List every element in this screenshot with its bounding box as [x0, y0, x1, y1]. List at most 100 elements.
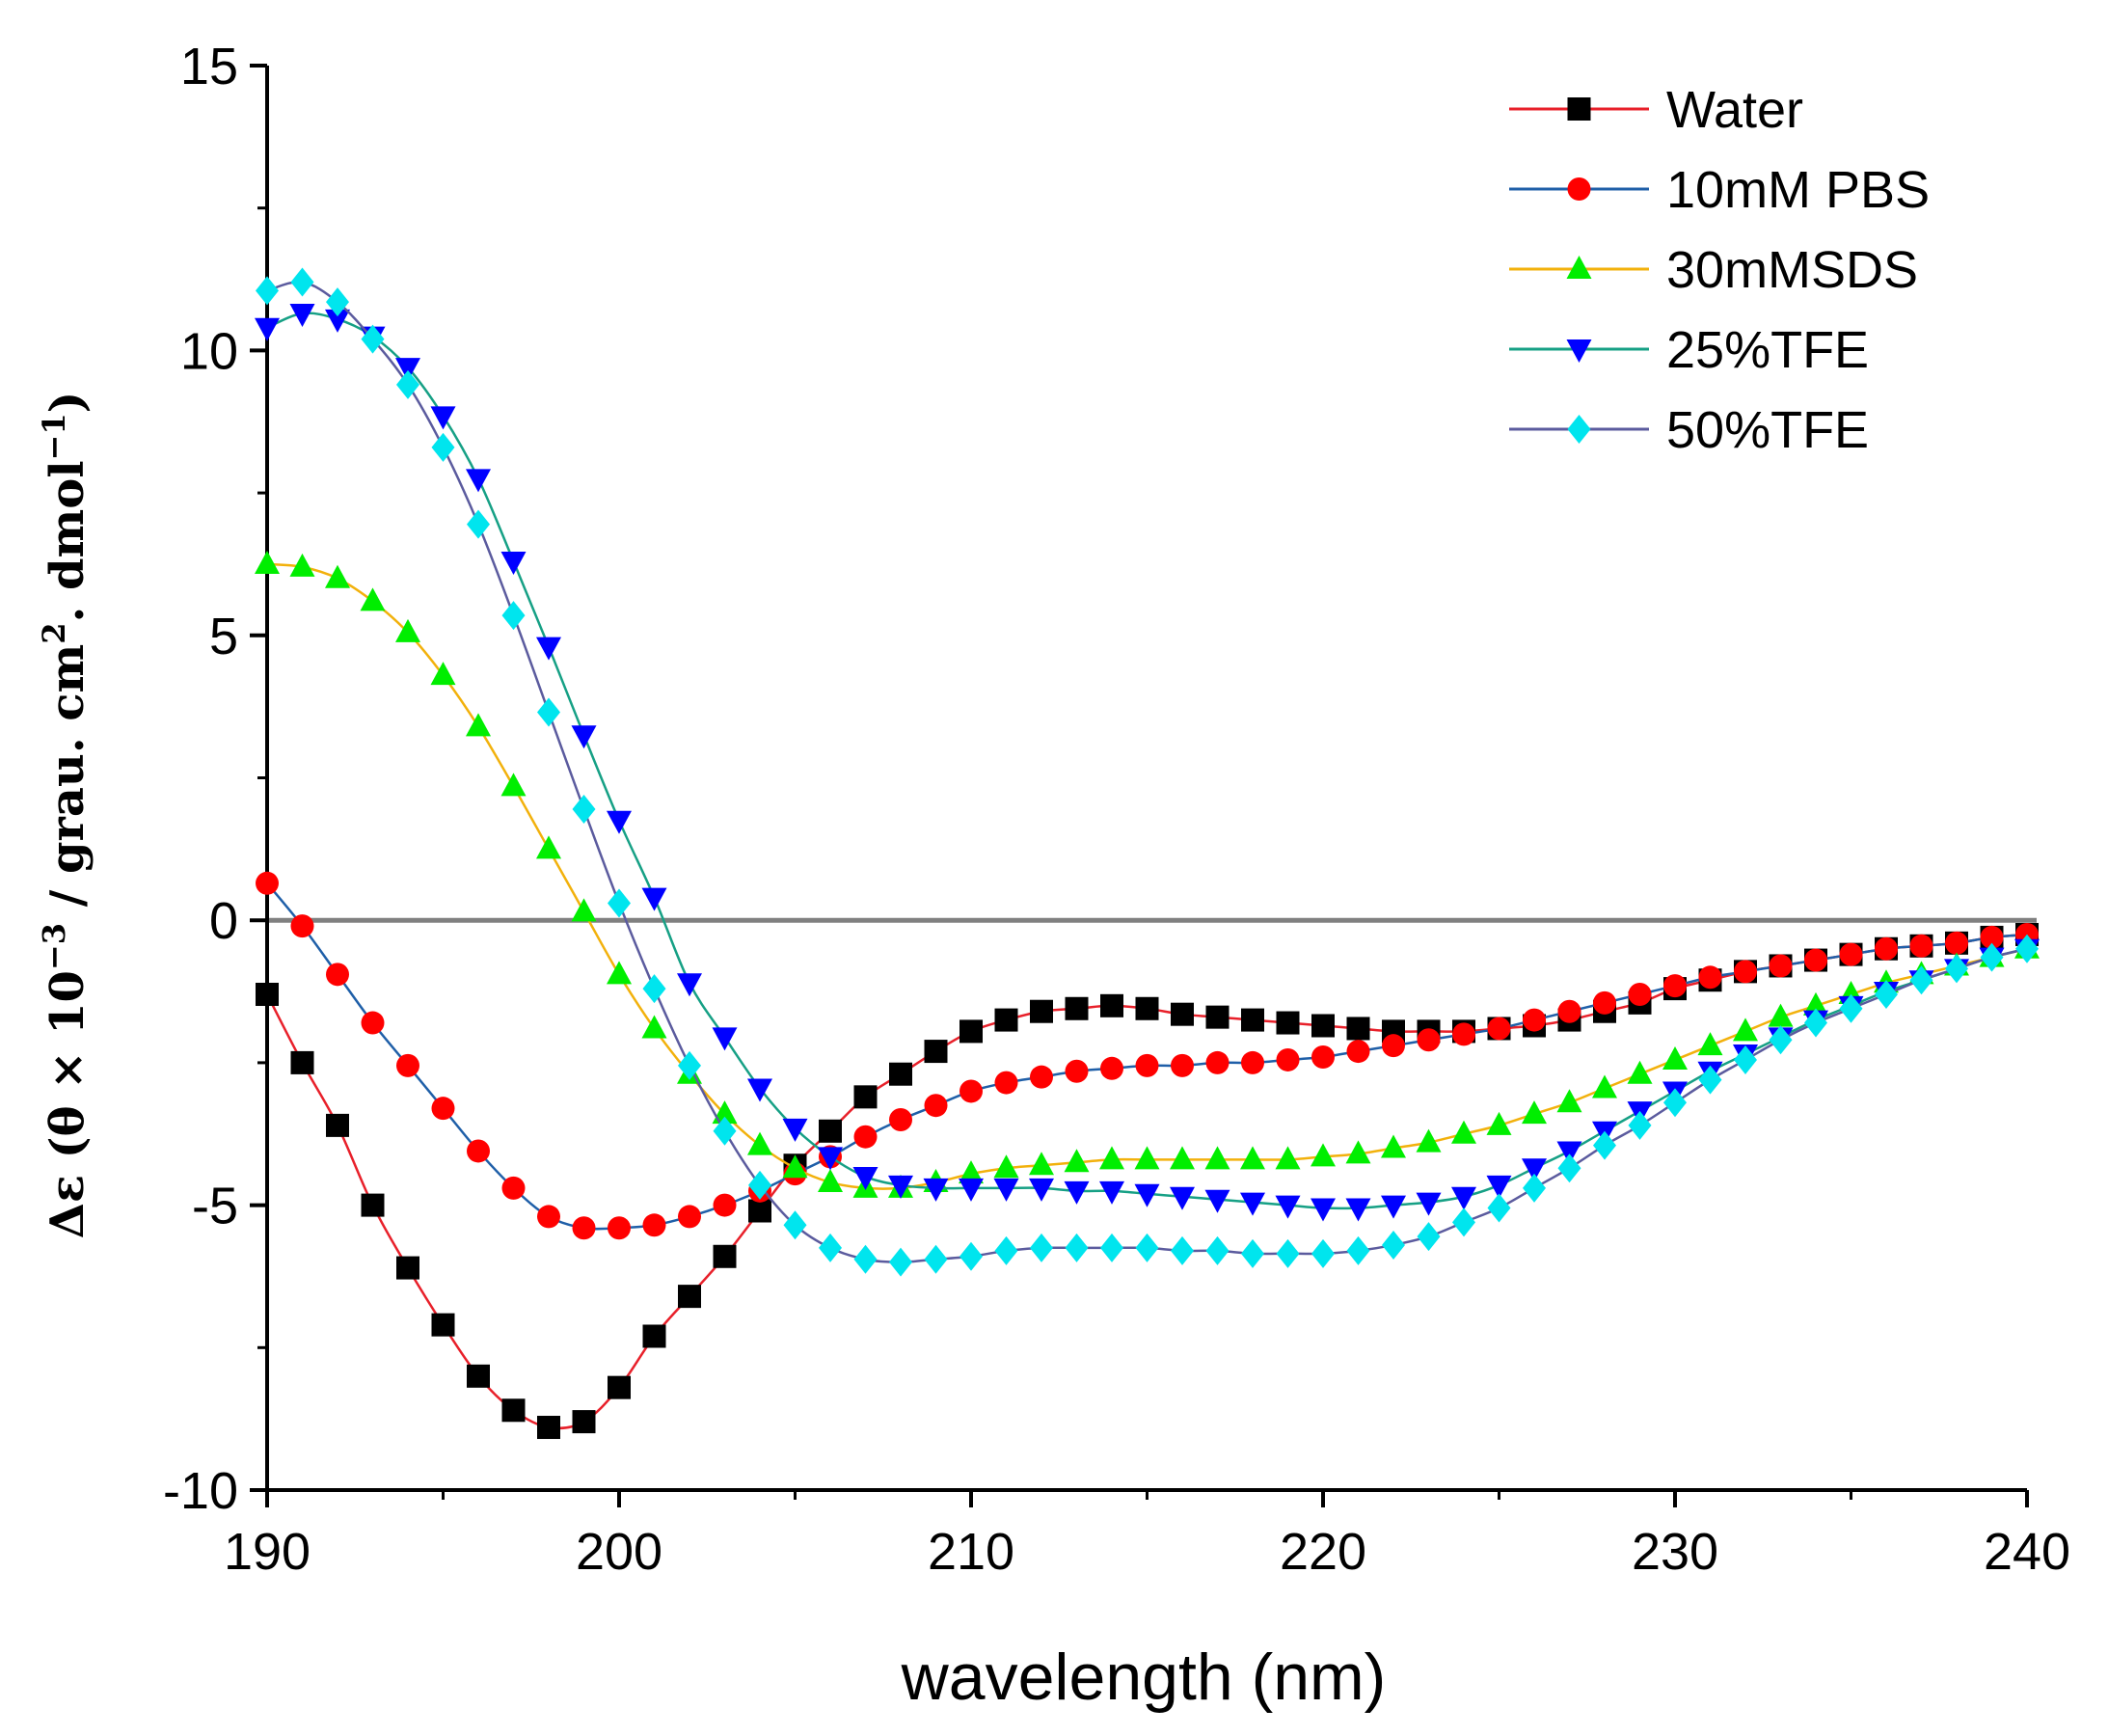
- data-point: [466, 713, 491, 737]
- legend-label: 30mMSDS: [1666, 241, 1918, 299]
- data-point: [326, 963, 349, 987]
- data-point: [1523, 1173, 1546, 1203]
- data-point: [819, 1119, 842, 1143]
- data-point: [325, 309, 350, 333]
- data-point: [536, 637, 561, 661]
- data-point: [1769, 1025, 1793, 1055]
- data-point: [677, 973, 702, 997]
- data-point: [1346, 1235, 1370, 1265]
- data-point: [959, 1079, 983, 1103]
- axes-layer: 190 200 210 220 230 240 -10 -5 0 5 10 15: [163, 38, 2070, 1581]
- data-point: [853, 1244, 878, 1274]
- data-point: [1945, 931, 1968, 955]
- data-point: [748, 1199, 771, 1223]
- data-point: [1451, 1120, 1476, 1144]
- data-point: [1733, 1017, 1758, 1042]
- data-point: [1557, 1153, 1581, 1183]
- data-point: [1241, 1008, 1264, 1032]
- data-point: [924, 1040, 948, 1064]
- data-point: [1451, 1186, 1476, 1210]
- data-point: [713, 1244, 737, 1268]
- data-point: [994, 1008, 1018, 1032]
- y-tick-label: 10: [180, 322, 238, 380]
- data-point: [994, 1071, 1018, 1095]
- legend-item: 30mMSDS: [1509, 241, 1918, 299]
- data-point: [924, 1244, 948, 1274]
- data-point: [537, 697, 560, 727]
- data-point: [853, 1085, 878, 1109]
- legend-label: 50%TFE: [1666, 401, 1869, 459]
- data-point: [747, 1131, 772, 1155]
- y-tick-label: 5: [209, 608, 238, 665]
- data-point: [1099, 1146, 1124, 1170]
- series-30mmsds: [255, 550, 2040, 1198]
- data-point: [1064, 1180, 1090, 1205]
- data-point: [1100, 1233, 1123, 1262]
- data-point: [1064, 1149, 1090, 1173]
- data-point: [1557, 999, 1581, 1023]
- data-point: [1240, 1192, 1265, 1216]
- data-point: [747, 1078, 772, 1102]
- data-point: [395, 618, 420, 642]
- data-point: [326, 1113, 349, 1137]
- data-point: [1276, 1011, 1300, 1035]
- data-point: [1241, 1050, 1264, 1074]
- data-point: [256, 983, 279, 1007]
- data-point: [501, 1176, 526, 1200]
- data-point: [1486, 1175, 1512, 1199]
- data-point: [1769, 954, 1793, 978]
- data-point: [994, 1235, 1018, 1265]
- data-point: [1593, 990, 1616, 1015]
- data-point: [923, 1178, 949, 1202]
- data-point: [959, 1241, 983, 1271]
- data-point: [396, 369, 419, 399]
- data-point: [1135, 996, 1159, 1020]
- data-point: [1523, 1008, 1546, 1032]
- data-point: [1980, 942, 2004, 972]
- data-point: [993, 1178, 1019, 1202]
- y-axis-title-suffix: ): [41, 392, 95, 414]
- data-point: [1171, 1053, 1194, 1077]
- data-point: [1311, 1044, 1335, 1069]
- y-tick-label: -10: [163, 1462, 238, 1520]
- data-point: [1345, 1140, 1371, 1164]
- data-point: [889, 1062, 912, 1086]
- series-50-tfe: [256, 267, 2039, 1277]
- data-point: [959, 1019, 983, 1044]
- data-point: [1311, 1143, 1336, 1167]
- legend-marker: [1567, 177, 1591, 201]
- data-point: [431, 432, 455, 462]
- data-point: [1452, 1207, 1475, 1237]
- data-point: [1734, 960, 1757, 984]
- data-point: [2015, 934, 2039, 963]
- legend-item: 25%TFE: [1509, 321, 1869, 379]
- data-point: [1311, 1198, 1336, 1222]
- data-point: [1030, 1065, 1053, 1089]
- data-point: [361, 1193, 385, 1217]
- data-point: [1205, 1005, 1230, 1029]
- data-point: [1276, 1238, 1300, 1268]
- data-point: [290, 914, 314, 938]
- data-point: [500, 773, 527, 797]
- data-point: [608, 1375, 631, 1399]
- data-point: [641, 1015, 667, 1039]
- legend-label: Water: [1666, 81, 1803, 139]
- data-point: [782, 1154, 808, 1179]
- data-point: [572, 1410, 596, 1434]
- data-point: [396, 1256, 419, 1280]
- y-tick-label: 15: [180, 38, 238, 95]
- data-point: [748, 1170, 771, 1200]
- data-point: [1945, 954, 1968, 984]
- data-point: [1487, 1017, 1511, 1041]
- data-point: [395, 358, 420, 382]
- data-point: [1134, 1183, 1160, 1207]
- y-axis-title-mid2: . dmol: [41, 460, 95, 622]
- data-point: [1734, 1044, 1757, 1074]
- data-point: [1065, 1059, 1089, 1083]
- data-point: [852, 1167, 878, 1191]
- data-point: [1628, 1110, 1652, 1140]
- data-point: [431, 1313, 455, 1337]
- data-point: [1100, 993, 1123, 1017]
- data-point: [1839, 942, 1863, 966]
